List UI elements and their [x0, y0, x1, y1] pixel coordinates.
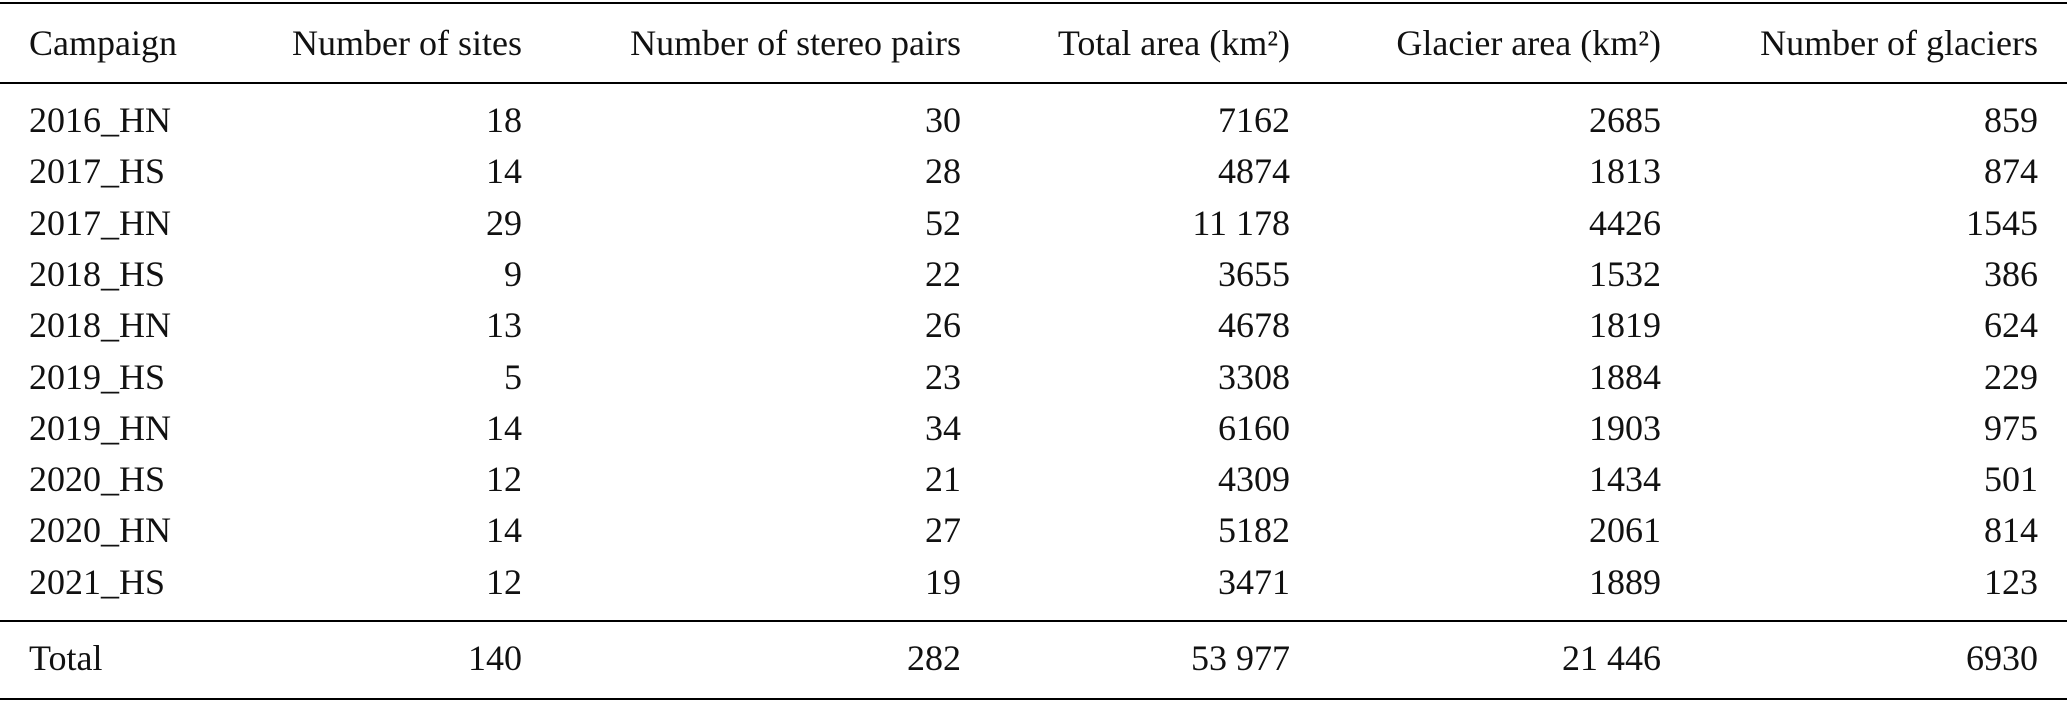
total-cell: 21 446: [1562, 638, 1661, 678]
header-cell: Number of glaciers: [1760, 23, 2038, 63]
row-label: 2020_HS: [29, 459, 166, 500]
data-cell: 52: [925, 202, 961, 243]
data-cell: 18: [486, 100, 522, 140]
data-cell: 859: [1984, 100, 2038, 140]
data-cell: 3655: [1218, 253, 1290, 294]
header-cell: Campaign: [29, 23, 177, 63]
data-cell: 814: [1984, 510, 2038, 551]
data-cell: 11 178: [1192, 202, 1290, 243]
row-label: 2017_HN: [29, 202, 171, 243]
row-label: 2016_HN: [29, 100, 171, 140]
total-cell: 140: [468, 638, 522, 678]
row-label: 2021_HS: [29, 561, 166, 602]
data-cell: 1903: [1589, 407, 1661, 448]
row-label: 2017_HS: [29, 151, 166, 192]
data-cell: 1532: [1589, 253, 1661, 294]
data-cell: 1813: [1589, 151, 1661, 192]
data-cell: 229: [1984, 356, 2038, 397]
data-cell: 28: [925, 151, 961, 192]
data-cell: 3308: [1218, 356, 1290, 397]
row-label: 2019_HS: [29, 356, 166, 397]
data-cell: 5182: [1218, 510, 1290, 551]
header-cell: Number of stereo pairs: [630, 23, 961, 63]
data-cell: 3471: [1218, 561, 1290, 602]
data-cell: 4426: [1589, 202, 1661, 243]
data-cell: 4678: [1218, 305, 1290, 346]
row-label: 2018_HS: [29, 253, 166, 294]
data-cell: 12: [486, 561, 522, 602]
data-cell: 2061: [1589, 510, 1661, 551]
data-cell: 27: [925, 510, 961, 551]
total-rule: [0, 620, 2067, 622]
data-cell: 14: [486, 151, 522, 192]
data-cell: 1889: [1589, 561, 1661, 602]
data-cell: 7162: [1218, 100, 1290, 140]
data-cell: 975: [1984, 407, 2038, 448]
data-cell: 874: [1984, 151, 2038, 192]
data-cell: 4309: [1218, 459, 1290, 500]
data-cell: 501: [1984, 459, 2038, 500]
data-cell: 30: [925, 100, 961, 140]
data-cell: 26: [925, 305, 961, 346]
data-cell: 386: [1984, 253, 2038, 294]
row-label: 2020_HN: [29, 510, 171, 551]
data-cell: 1819: [1589, 305, 1661, 346]
header-cell: Glacier area (km²): [1396, 23, 1661, 63]
data-cell: 1545: [1966, 202, 2038, 243]
header-cell: Total area (km²): [1057, 23, 1290, 63]
data-cell: 4874: [1218, 151, 1290, 192]
header-cell: Number of sites: [292, 23, 522, 63]
row-label: 2019_HN: [29, 407, 171, 448]
data-cell: 13: [486, 305, 522, 346]
data-cell: 21: [925, 459, 961, 500]
total-cell: 53 977: [1191, 638, 1290, 678]
data-cell: 14: [486, 510, 522, 551]
data-cell: 5: [504, 356, 522, 397]
data-cell: 12: [486, 459, 522, 500]
data-cell: 29: [486, 202, 522, 243]
data-cell: 1884: [1589, 356, 1661, 397]
row-label: 2018_HN: [29, 305, 171, 346]
data-cell: 9: [504, 253, 522, 294]
data-cell: 19: [925, 561, 961, 602]
bottom-rule: [0, 698, 2067, 700]
total-label: Total: [29, 638, 103, 678]
total-cell: 282: [907, 638, 961, 678]
data-cell: 123: [1984, 561, 2038, 602]
data-cell: 22: [925, 253, 961, 294]
data-cell: 2685: [1589, 100, 1661, 140]
data-cell: 1434: [1589, 459, 1661, 500]
data-cell: 14: [486, 407, 522, 448]
top-rule: [0, 2, 2067, 4]
data-cell: 34: [925, 407, 961, 448]
data-cell: 624: [1984, 305, 2038, 346]
header-rule: [0, 82, 2067, 84]
data-cell: 23: [925, 356, 961, 397]
data-cell: 6160: [1218, 407, 1290, 448]
total-cell: 6930: [1966, 638, 2038, 678]
